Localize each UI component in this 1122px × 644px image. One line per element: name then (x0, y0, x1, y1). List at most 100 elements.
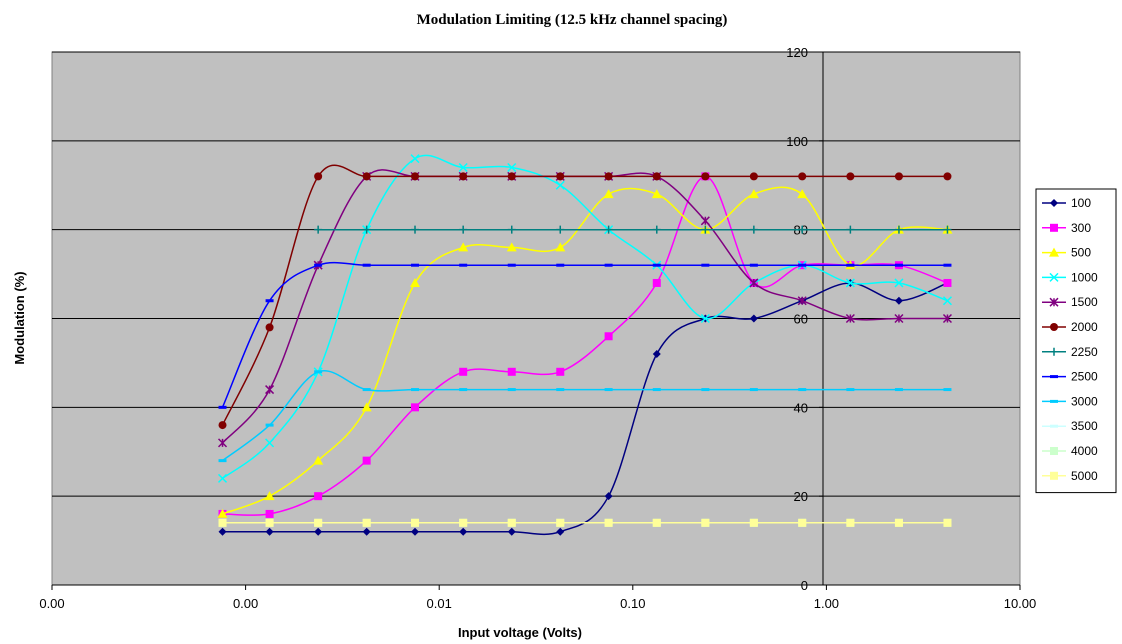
series-3000-point (943, 388, 952, 392)
y-tick-label: 100 (786, 134, 808, 149)
chart-title: Modulation Limiting (12.5 kHz channel sp… (417, 12, 728, 28)
series-2250-point (314, 225, 323, 234)
legend-item: 2000 (1042, 320, 1098, 334)
series-2250-point (749, 225, 758, 234)
series-1500-point (217, 438, 228, 448)
series-3000-point (701, 388, 710, 392)
legend-item: 3000 (1042, 394, 1098, 408)
y-axis-title: Modulation (%) (12, 271, 27, 364)
y-tick-label: 60 (794, 312, 808, 327)
x-tick-label: 0.00 (233, 596, 258, 611)
series-3000-point (798, 388, 807, 392)
series-300-point (411, 403, 420, 412)
series-1500-point (700, 216, 710, 226)
series-500-point (217, 508, 228, 518)
series-100-point (362, 527, 371, 536)
x-tick-label: 10.00 (1004, 596, 1037, 611)
series-5000-point (314, 518, 323, 527)
series-3000-point (411, 388, 420, 392)
series-5000-point (749, 518, 758, 527)
series-5000-point (556, 518, 565, 527)
series-3000 (218, 370, 952, 463)
series-2500-point (314, 263, 323, 267)
series-5000-point (459, 518, 468, 527)
x-tick-label: 0.10 (620, 596, 645, 611)
series-2250-point (411, 225, 420, 234)
series-300-point (943, 278, 952, 287)
series-100-point (265, 527, 274, 536)
legend-item: 2500 (1042, 370, 1098, 384)
series-2250-point (362, 225, 371, 234)
series-5000-point (604, 518, 613, 527)
series-2500-point (218, 405, 227, 409)
series-3000-point (652, 388, 661, 392)
series-2500-point (604, 263, 613, 267)
series-2000-point (265, 323, 274, 332)
series-5000-point (846, 518, 855, 527)
legend-label: 500 (1071, 246, 1091, 260)
series-2000-point (604, 172, 613, 181)
series-2500-point (894, 263, 903, 267)
series-1500-point (265, 385, 275, 395)
series-2000-point (798, 172, 807, 181)
series-2000-point (749, 172, 758, 181)
series-5000-point (265, 518, 274, 527)
series-100-point (314, 527, 323, 536)
series-300-point (604, 332, 613, 341)
series-500-point (313, 455, 324, 465)
series-500-point (264, 491, 275, 501)
y-axis: 020406080100120 (786, 45, 824, 593)
series-1000-point (845, 278, 855, 288)
series-500-point (603, 189, 614, 199)
series-1500-point (749, 278, 759, 288)
series-300-point (362, 456, 371, 465)
legend-item: 5000 (1042, 469, 1098, 483)
series-2500-point (749, 263, 758, 267)
series-2500-point (507, 263, 516, 267)
series-1500-point (797, 296, 807, 306)
series-1000-point (894, 278, 904, 288)
series-2000-point (459, 172, 468, 181)
series-500-point (458, 242, 469, 252)
series-1000-point (507, 162, 517, 173)
series-2500-point (652, 263, 661, 267)
series-2000-point (943, 172, 952, 181)
series-1000-point (700, 313, 710, 324)
legend-label: 3500 (1071, 419, 1098, 433)
gridlines (52, 51, 1020, 497)
legend-item: 300 (1042, 221, 1091, 235)
legend-marker (1049, 272, 1059, 282)
series-500-point (410, 277, 421, 287)
legend-label: 100 (1071, 196, 1091, 210)
series-1500-point (942, 313, 952, 324)
legend-label: 1500 (1071, 295, 1098, 309)
legend-label: 2000 (1071, 320, 1098, 334)
series-2000-point (701, 172, 710, 181)
series-3000-point (218, 459, 227, 463)
series-2250-point (556, 225, 565, 234)
series-3000-point (749, 388, 758, 392)
series-300-point (556, 367, 565, 376)
legend-marker (1050, 399, 1058, 403)
series-5000-point (943, 518, 952, 527)
legend-item: 3500 (1042, 419, 1098, 433)
series-2000-point (652, 172, 661, 181)
series-100-point (459, 527, 468, 536)
series-100-line (222, 282, 948, 536)
series-layer (217, 154, 953, 536)
series-2500-point (846, 263, 855, 267)
series-1000-point (410, 154, 420, 164)
legend-item: 1000 (1042, 270, 1098, 284)
legend-label: 5000 (1071, 469, 1098, 483)
x-axis-title: Input voltage (Volts) (458, 625, 582, 640)
series-3000-point (556, 388, 565, 392)
series-2000-point (507, 172, 516, 181)
series-2500-point (556, 263, 565, 267)
legend-item: 1500 (1042, 295, 1098, 309)
x-tick-label: 0.00 (39, 596, 64, 611)
series-2500-point (411, 263, 420, 267)
legend-item: 100 (1042, 196, 1091, 210)
series-100-point (894, 296, 903, 305)
series-2500-point (362, 263, 371, 267)
series-2000 (218, 164, 952, 430)
